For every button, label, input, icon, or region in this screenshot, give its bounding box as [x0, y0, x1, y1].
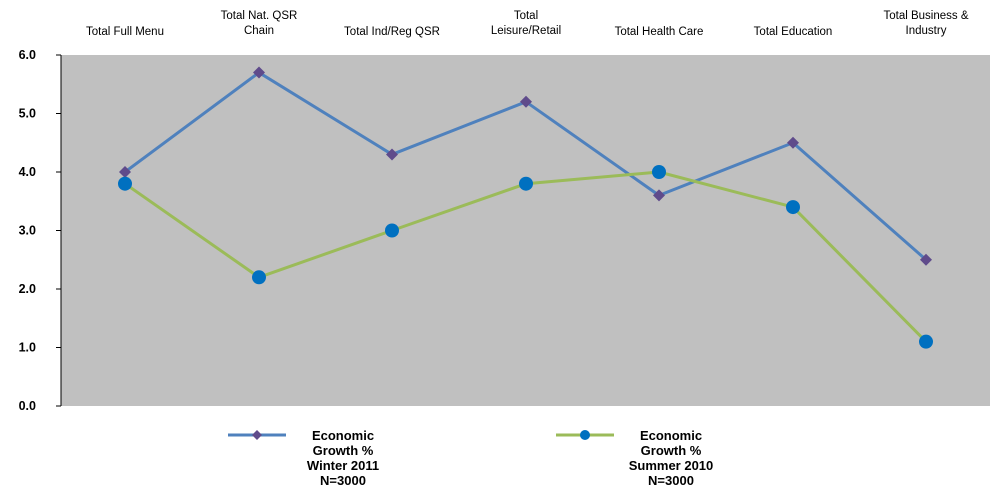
data-point-diamond — [920, 253, 932, 266]
data-point-diamond — [787, 136, 799, 149]
y-tick-label: 0.0 — [19, 399, 36, 413]
category-label: Total Business & Industry — [883, 10, 968, 37]
data-point-circle — [118, 176, 132, 191]
y-tick-label: 5.0 — [19, 107, 36, 121]
data-point-circle — [919, 334, 933, 349]
category-label: Total Leisure/Retail — [491, 10, 561, 37]
y-tick-label: 2.0 — [19, 282, 36, 296]
category-label: Total Health Care — [615, 26, 704, 38]
category-label: Total Full Menu — [86, 26, 164, 38]
data-point-diamond — [520, 95, 532, 108]
category-label: Total Education — [754, 26, 833, 38]
data-point-circle — [519, 176, 533, 191]
legend-swatch-winter-2011 — [228, 430, 286, 440]
data-point-diamond — [653, 189, 665, 202]
category-label: Total Nat. QSR Chain — [221, 10, 298, 37]
legend-label-winter-2011: Economic Growth % Winter 2011 N=3000 — [306, 428, 380, 488]
y-tick-label: 4.0 — [19, 165, 36, 179]
y-tick-label: 1.0 — [19, 341, 36, 355]
y-tick-label: 6.0 — [19, 48, 36, 62]
legend-swatch-summer-2010 — [556, 430, 614, 440]
data-point-diamond — [386, 148, 398, 161]
y-tick-label: 3.0 — [19, 224, 36, 238]
plot-area — [61, 55, 990, 406]
data-point-circle — [385, 223, 399, 238]
data-point-circle — [652, 165, 666, 179]
category-label: Total Ind/Reg QSR — [344, 26, 440, 38]
data-point-circle — [786, 200, 800, 215]
data-point-circle — [252, 270, 266, 285]
legend-label-summer-2010: Economic Growth % Summer 2010 N=3000 — [628, 428, 714, 488]
data-point-diamond — [119, 166, 131, 178]
data-point-diamond — [253, 66, 265, 79]
